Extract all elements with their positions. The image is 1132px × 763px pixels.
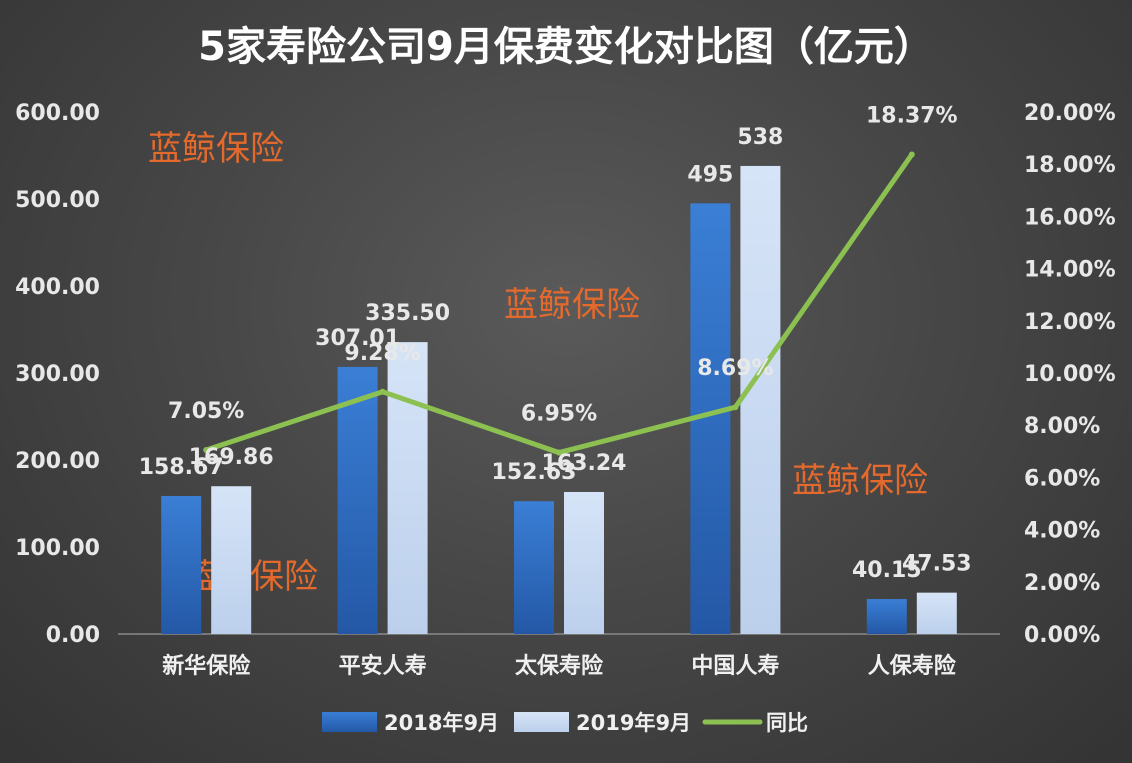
legend-label-2018: 2018年9月 — [384, 711, 499, 735]
watermark-text: 蓝鲸保险 — [792, 461, 928, 501]
yoy-value-label: 8.69% — [697, 356, 773, 381]
legend-swatch-2019 — [514, 712, 569, 732]
category-label: 新华保险 — [162, 653, 251, 679]
yoy-value-label: 7.05% — [168, 399, 244, 424]
left-axis-tick-label: 0.00 — [46, 623, 100, 648]
bar-2019 — [916, 592, 957, 634]
bar-value-label: 335.50 — [365, 301, 450, 326]
bar-value-label: 40.15 — [852, 558, 922, 583]
data-labels-group: 158.67 307.01 152.63 495 40.15 169.86 335.50 16… — [139, 104, 972, 584]
left-axis-tick-label: 100.00 — [15, 536, 100, 561]
left-axis-tick-label: 500.00 — [15, 188, 100, 213]
yoy-point — [379, 388, 386, 395]
legend-swatch-2018 — [322, 712, 377, 732]
yoy-point — [732, 404, 739, 411]
bar-2019 — [387, 342, 428, 634]
left-axis-tick-label: 600.00 — [15, 101, 100, 126]
bar-value-label: 152.63 — [492, 460, 577, 485]
right-axis-tick-label: 18.00% — [1024, 153, 1116, 178]
yoy-value-label: 6.95% — [521, 402, 597, 427]
right-axis-tick-label: 2.00% — [1024, 571, 1100, 596]
bar-value-label: 47.53 — [902, 552, 972, 577]
legend-label-yoy: 同比 — [766, 711, 808, 735]
right-axis-tick-label: 12.00% — [1024, 310, 1116, 335]
right-axis-tick-label: 20.00% — [1024, 101, 1116, 126]
watermark-group: 蓝鲸保险蓝鲸保险蓝鲸保险蓝鲸保险 — [148, 129, 928, 597]
category-label: 中国人寿 — [691, 653, 779, 679]
bar-2019 — [564, 491, 604, 634]
bar-value-label: 163.24 — [542, 451, 627, 476]
category-label: 太保寿险 — [515, 653, 604, 679]
right-axis-tick-label: 16.00% — [1024, 205, 1116, 230]
category-label: 人保寿险 — [868, 653, 957, 679]
right-axis-tick-label: 4.00% — [1024, 519, 1100, 544]
right-axis-tick-label: 0.00% — [1024, 623, 1100, 648]
yoy-point — [203, 446, 210, 453]
line-series-group — [203, 151, 915, 456]
yoy-point — [556, 449, 562, 456]
bar-value-label: 158.67 — [139, 455, 224, 480]
bar-value-label: 538 — [737, 125, 783, 150]
left-axis-tick-label: 200.00 — [15, 449, 100, 474]
right-axis-tick-label: 14.00% — [1024, 258, 1116, 283]
bar-2018 — [161, 495, 202, 634]
category-label: 平安人寿 — [339, 653, 427, 679]
bar-2018 — [514, 501, 554, 634]
left-axis-tick-label: 300.00 — [15, 362, 100, 387]
right-axis-tick-label: 10.00% — [1024, 362, 1116, 387]
right-axis-tick-label: 8.00% — [1024, 414, 1100, 439]
watermark-text: 蓝鲸保险 — [148, 129, 284, 169]
yoy-value-label: 18.37% — [866, 104, 958, 129]
bar-value-label: 169.86 — [189, 445, 274, 470]
x-axis: 新华保险 平安人寿 太保寿险 中国人寿 人保寿险 — [118, 633, 1000, 679]
watermark-text: 蓝鲸保险 — [504, 285, 640, 325]
right-y-axis: 0.00% 2.00% 4.00% 6.00% 8.00% 10.00% 12.00% 14.… — [1024, 101, 1116, 648]
yoy-value-label: 9.28% — [344, 341, 420, 366]
bar-value-label: 495 — [687, 162, 733, 187]
chart-title: 5家寿险公司9月保费变化对比图（亿元） — [198, 24, 934, 70]
bar-2019 — [211, 486, 252, 634]
legend-label-2019: 2019年9月 — [576, 711, 691, 735]
bar-series-group — [161, 165, 957, 634]
left-y-axis: 0.00 100.00 200.00 300.00 400.00 500.00 600.00 — [15, 101, 100, 648]
yoy-point — [908, 151, 915, 158]
bar-2019 — [740, 165, 781, 634]
right-axis-tick-label: 6.00% — [1024, 466, 1100, 491]
bar-value-label: 307.01 — [315, 326, 400, 351]
left-axis-tick-label: 400.00 — [15, 275, 100, 300]
bar-2018 — [337, 366, 378, 634]
bar-2018 — [866, 599, 907, 634]
legend: 2018年9月 2019年9月 同比 — [322, 711, 808, 735]
